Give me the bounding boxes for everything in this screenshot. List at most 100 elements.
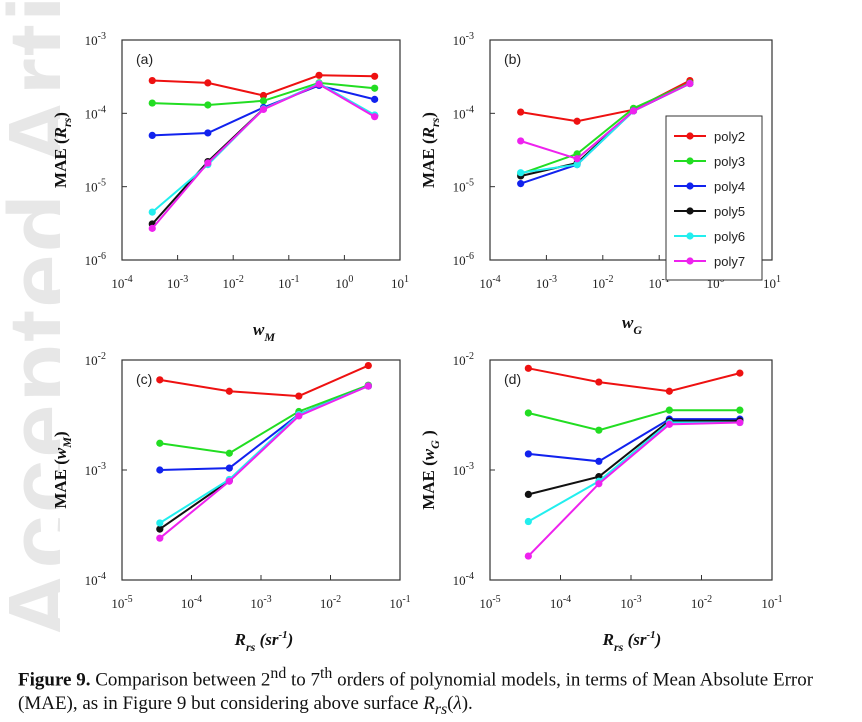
- panel-a-xtick-base-5: 10: [391, 276, 404, 291]
- legend-label-poly2: poly2: [714, 129, 745, 144]
- panel-a-xtick-exp-4: 0: [348, 274, 353, 285]
- panel-b-ytick-label-0: 10-6: [453, 251, 474, 268]
- panel-d-xtick-base-4: 10: [761, 596, 774, 611]
- caption-sup-nd: nd: [270, 665, 287, 682]
- panel-b-xtick-base-1: 10: [536, 276, 549, 291]
- panel-b-line-poly3: [520, 81, 691, 175]
- caption-var-r: R: [423, 693, 435, 715]
- panel-c-xlabel-close: ): [286, 630, 294, 649]
- panel-c-point-poly3-1: [225, 449, 233, 457]
- panel-c-point-poly5-0: [156, 525, 164, 533]
- panel-c-ytick-label-0: 10-4: [85, 571, 106, 588]
- panel-d-xlabel-close: ): [654, 630, 662, 649]
- panel-b-line-poly2: [520, 79, 691, 123]
- panel-b-xtick-label-1: 10-3: [536, 274, 557, 291]
- panel-c-point-poly7-0: [156, 534, 164, 542]
- panel-c: 10-5 10-4 10-3 10-2 10-110-410-310-2(c)Rrs (…: [51, 351, 411, 654]
- panel-c-xtick-label-3: 10-2: [320, 594, 341, 611]
- panel-d: 10-5 10-4 10-3 10-2 10-110-410-310-2(d)Rrs (…: [419, 351, 783, 654]
- legend-label-poly6: poly6: [714, 229, 745, 244]
- panel-b-xtick-base-2: 10: [592, 276, 605, 291]
- panel-a-point-poly3-2: [259, 97, 268, 105]
- panel-c-point-poly4-1: [225, 464, 233, 472]
- panel-d-point-poly5-0: [524, 490, 532, 499]
- panel-a-point-poly6-0: [148, 208, 156, 216]
- panel-c-point-poly2-1: [225, 387, 233, 395]
- panel-b-line-poly7: [520, 82, 691, 160]
- panel-d-point-poly2-0: [524, 364, 532, 372]
- panel-c-point-poly2-2: [295, 392, 303, 400]
- panel-a-ytick-exp-3: -3: [98, 31, 106, 42]
- panel-d-xtick-exp-3: -2: [704, 594, 712, 605]
- legend-marker-poly2: [686, 132, 694, 140]
- panel-b-ylabel: MAE (Rrs): [419, 112, 442, 188]
- panel-b-point-poly4-0: [517, 180, 525, 188]
- panel-c-ytick-base-1: 10: [85, 463, 98, 478]
- panel-d-xtick-label-2: 10-3: [620, 594, 641, 611]
- panel-a-point-poly4-4: [371, 95, 379, 103]
- panel-b-ylabel-pre: MAE (: [419, 138, 438, 188]
- panel-d-xtick-exp-4: -1: [774, 594, 782, 605]
- panel-a-xtick-label-3: 10-1: [278, 274, 299, 291]
- panel-c-point-poly2-3: [364, 361, 372, 370]
- panel-d-xtick-exp-1: -4: [563, 594, 571, 605]
- panel-d-ylabel: MAE (wG ): [419, 430, 442, 510]
- panel-a-frame: [121, 39, 401, 261]
- panel-b-xtick-base-3: 10: [649, 276, 662, 291]
- panel-b-xtick-label-5: 101: [763, 274, 781, 291]
- panel-c-xtick-label-2: 10-3: [250, 594, 271, 611]
- panel-a-ytick-base-0: 10: [85, 253, 98, 268]
- panel-d-line-poly2: [528, 367, 741, 393]
- panel-b-xlabel-sub: G: [633, 323, 642, 337]
- panel-a-ytick-base-3: 10: [85, 33, 98, 48]
- caption-lambda: λ: [453, 693, 462, 715]
- panel-b-ylabel-close: ): [419, 112, 438, 118]
- panel-b-point-poly7-3: [686, 79, 694, 88]
- panel-c-xtick-base-4: 10: [389, 596, 402, 611]
- panel-a-ytick-exp-1: -5: [98, 178, 106, 189]
- panel-d-xtick-base-3: 10: [691, 596, 704, 611]
- panel-c-ylabel-close: ): [51, 431, 70, 437]
- panel-d-point-poly3-3: [736, 406, 744, 414]
- panel-d-ylabel-close: ): [419, 430, 438, 440]
- panel-a-point-poly7-3: [315, 80, 323, 88]
- panel-c-line-poly7: [159, 385, 369, 539]
- caption-text-d: (: [447, 693, 454, 715]
- panel-d-ytick-exp-1: -3: [466, 461, 474, 472]
- panel-a-xtick-label-1: 10-3: [167, 274, 188, 291]
- panel-d-xlabel: Rrs (sr-1): [602, 629, 662, 654]
- panel-c-xtick-exp-4: -1: [402, 594, 410, 605]
- panel-d-line-poly7: [527, 421, 740, 557]
- caption-sup-th: th: [320, 665, 333, 682]
- panel-c-ytick-exp-1: -3: [98, 461, 106, 472]
- panel-c-line-poly5: [159, 385, 369, 530]
- panel-c-line-poly6: [159, 385, 369, 524]
- caption-label: Figure 9.: [18, 669, 91, 691]
- panel-a-point-poly2-2: [259, 91, 268, 100]
- panel-d-ylabel-var: w: [419, 448, 438, 460]
- panel-c-ylabel-var: w: [51, 447, 70, 459]
- panel-a-xlabel-base: w: [253, 320, 265, 339]
- panel-a-xtick-base-0: 10: [111, 276, 124, 291]
- panel-b-xlabel: wG: [622, 313, 642, 337]
- panel-a-ytick-exp-0: -6: [98, 251, 106, 262]
- panel-c-point-poly6-0: [156, 519, 164, 527]
- panel-a-xtick-exp-1: -3: [180, 274, 188, 285]
- panel-a-xtick-base-3: 10: [278, 276, 291, 291]
- panel-a-point-poly3-4: [371, 84, 379, 92]
- panel-a-ylabel-pre: MAE (: [51, 138, 70, 188]
- panel-a-ytick-label-1: 10-5: [85, 178, 106, 195]
- panel-d-xlabel-sup: -1: [647, 629, 656, 641]
- panel-a-point-poly3-1: [204, 101, 212, 109]
- panel-c-line-poly3: [159, 384, 369, 455]
- caption-var-rs-sub: rs: [434, 701, 448, 719]
- panel-c-xlabel-sub: rs: [246, 640, 256, 654]
- panel-d-line-poly5: [528, 419, 740, 496]
- caption-text-b: to 7: [286, 669, 321, 691]
- panel-a-point-poly7-4: [371, 113, 379, 121]
- legend-marker-poly7: [686, 257, 694, 265]
- panel-d-xtick-label-0: 10-5: [479, 594, 500, 611]
- panel-b-ytick-label-1: 10-5: [453, 178, 474, 195]
- legend-marker-poly6: [686, 232, 694, 240]
- panel-a-ylabel-var: R: [51, 127, 70, 139]
